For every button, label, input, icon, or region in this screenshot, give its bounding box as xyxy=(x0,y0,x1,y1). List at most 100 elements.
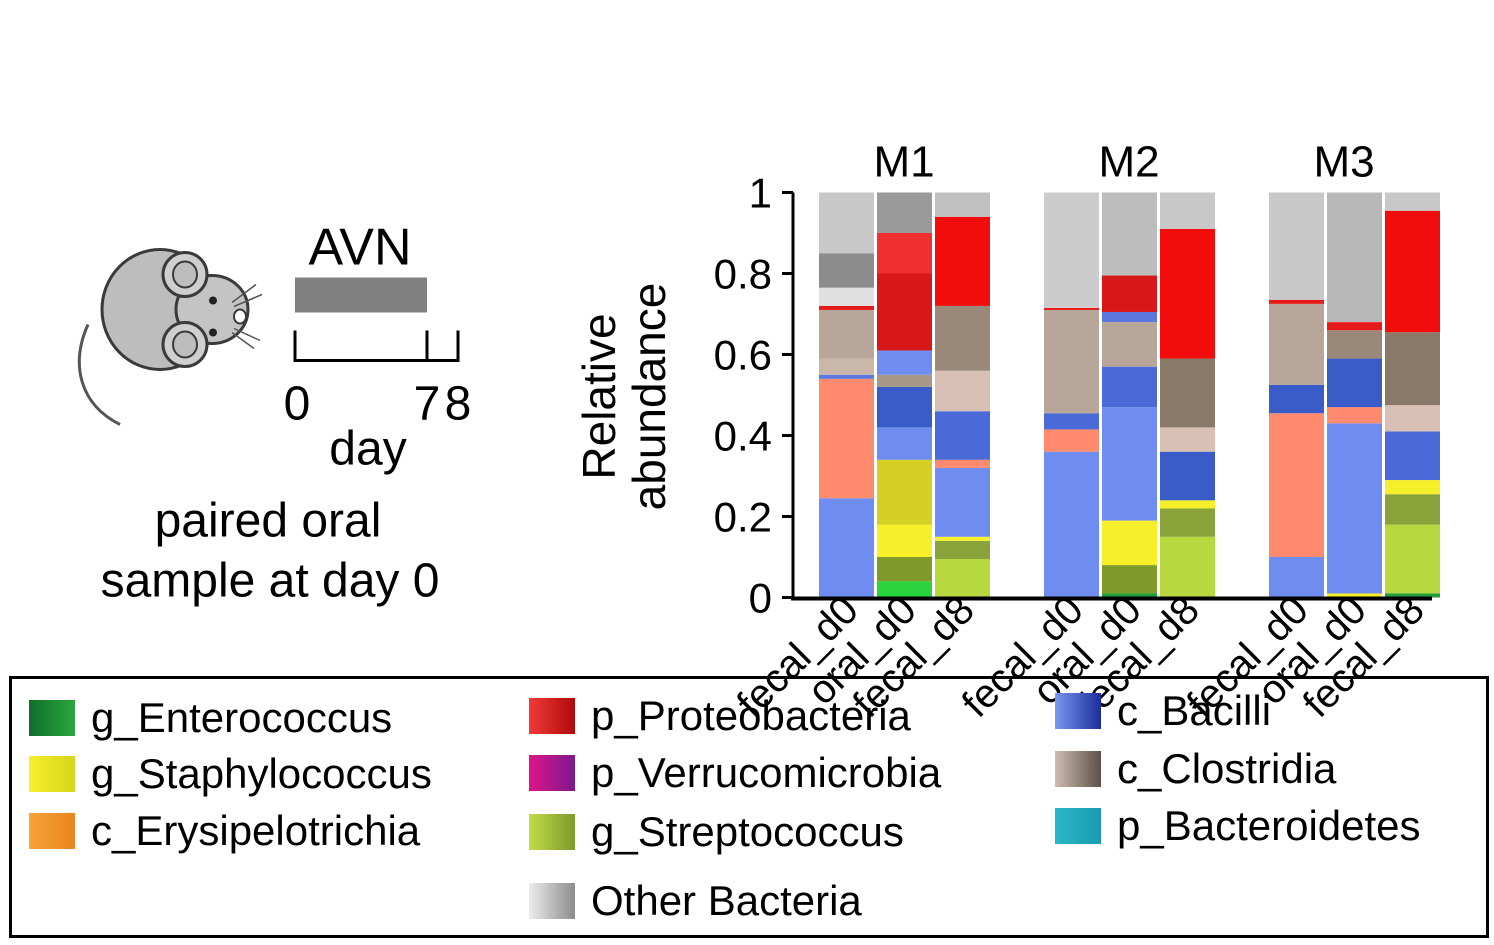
bar-segment xyxy=(1160,192,1215,229)
y-ticks: 0 0.2 0.4 0.6 0.8 1 xyxy=(714,170,793,622)
legend-label: Other Bacteria xyxy=(591,877,862,924)
bar-segment xyxy=(935,540,990,560)
bar-segment xyxy=(1385,210,1440,333)
legend-item-proteobacteria: p_Proteobacteria xyxy=(529,693,911,739)
legend: g_Enterococcus g_Staphylococcus c_Erysip… xyxy=(9,676,1489,938)
bar-m2-oral-d0 xyxy=(1102,192,1157,598)
bar-segment xyxy=(1327,330,1382,359)
legend-label: g_Staphylococcus xyxy=(91,750,432,797)
timeline-axis-label: day xyxy=(329,423,406,476)
bar-segment xyxy=(1044,429,1099,452)
y-tick-label: 0 xyxy=(749,575,772,622)
bar-segment xyxy=(935,559,990,598)
legend-swatch xyxy=(1055,693,1101,729)
tick-label-start: 0 xyxy=(284,378,311,431)
bar-segment xyxy=(1044,451,1099,598)
bar-segment xyxy=(819,253,874,288)
legend-swatch xyxy=(529,698,575,734)
bar-segment xyxy=(1327,423,1382,594)
caption-line-2: sample at day 0 xyxy=(101,555,440,608)
caption-line-1: paired oral xyxy=(155,495,382,548)
y-axis: 0 0.2 0.4 0.6 0.8 1 xyxy=(714,170,1432,622)
bar-m1-fecal-d0 xyxy=(819,192,874,598)
bar-segment xyxy=(819,374,874,379)
bar-segment xyxy=(877,386,932,428)
bar-segment xyxy=(935,216,990,306)
bar-segment xyxy=(1044,307,1099,310)
legend-swatch xyxy=(29,813,75,849)
legend-item-enterococcus: g_Enterococcus xyxy=(29,695,392,741)
treatment-label: AVN xyxy=(308,219,411,277)
bar-segment xyxy=(877,459,932,525)
y-axis-label-line-1: Relative xyxy=(573,313,625,479)
chart-bars xyxy=(819,192,1440,598)
y-tick-label: 0.6 xyxy=(714,332,772,379)
bar-m3-fecal-d8 xyxy=(1385,192,1440,598)
bar-segment xyxy=(1327,322,1382,331)
legend-item-other-bacteria: Other Bacteria xyxy=(529,878,862,924)
bar-segment xyxy=(1385,593,1440,598)
bar-segment xyxy=(1269,557,1324,598)
bar-segment xyxy=(1385,332,1440,406)
bar-segment xyxy=(877,273,932,351)
legend-swatch xyxy=(529,755,575,791)
y-tick-label: 0.2 xyxy=(714,494,772,541)
bar-segment xyxy=(935,536,990,541)
bar-segment xyxy=(1160,228,1215,359)
legend-item-bacilli: c_Bacilli xyxy=(1055,688,1271,734)
legend-item-staphylococcus: g_Staphylococcus xyxy=(29,751,432,797)
bar-segment xyxy=(1385,192,1440,211)
bar-segment xyxy=(877,427,932,460)
legend-swatch xyxy=(29,756,75,792)
bar-segment xyxy=(819,309,874,359)
legend-swatch xyxy=(529,883,575,919)
bar-segment xyxy=(819,498,874,598)
bar-segment xyxy=(935,467,990,537)
mouse-icon xyxy=(77,248,263,426)
legend-label: c_Clostridia xyxy=(1117,745,1337,792)
bar-m3-fecal-d0 xyxy=(1269,192,1324,598)
treatment-bar xyxy=(295,277,427,313)
y-tick-label: 1 xyxy=(749,170,772,217)
timeline-axis xyxy=(293,330,460,362)
bar-m3-oral-d0 xyxy=(1327,192,1382,598)
bar-segment xyxy=(819,358,874,375)
bar-m1-oral-d0 xyxy=(877,192,932,598)
bar-segment xyxy=(877,581,932,598)
bar-segment xyxy=(877,350,932,375)
bar-segment xyxy=(1160,427,1215,452)
legend-label: p_Bacteroidetes xyxy=(1117,802,1421,849)
legend-swatch xyxy=(1055,751,1101,787)
chart: 00.20.40.60.81 Relative abundance M1 M2 … xyxy=(573,138,1440,726)
bar-segment xyxy=(1102,311,1157,323)
bar-segment xyxy=(1385,494,1440,525)
bar-segment xyxy=(877,192,932,233)
group-label-m2: M2 xyxy=(1098,138,1159,187)
bar-segment xyxy=(877,557,932,582)
bar-segment xyxy=(819,305,874,310)
bar-segment xyxy=(1102,565,1157,594)
y-tick-label: 0.8 xyxy=(714,251,772,298)
bar-segment xyxy=(1160,358,1215,428)
legend-swatch xyxy=(1055,808,1101,844)
bar-segment xyxy=(1327,192,1382,323)
bar-segment xyxy=(1102,366,1157,408)
bar-segment xyxy=(1102,275,1157,312)
legend-label: g_Streptococcus xyxy=(591,808,904,855)
bar-segment xyxy=(1269,384,1324,414)
legend-item-verrucomicrobia: p_Verrucomicrobia xyxy=(529,750,941,796)
treatment-timeline: AVN 0 7 8 day paired oral sample at day … xyxy=(101,219,472,608)
legend-item-bacteroidetes: p_Bacteroidetes xyxy=(1055,803,1421,849)
bar-segment xyxy=(1385,480,1440,495)
bar-segment xyxy=(1269,413,1324,557)
bar-segment xyxy=(1160,451,1215,501)
legend-label: p_Proteobacteria xyxy=(591,692,911,739)
y-axis-label-line-2: abundance xyxy=(623,283,675,511)
legend-item-clostridia: c_Clostridia xyxy=(1055,746,1336,792)
legend-swatch xyxy=(529,814,575,850)
legend-label: c_Erysipelotrichia xyxy=(91,807,421,854)
bar-segment xyxy=(1102,520,1157,566)
bar-m2-fecal-d8 xyxy=(1160,192,1215,598)
legend-label: c_Bacilli xyxy=(1117,687,1272,734)
